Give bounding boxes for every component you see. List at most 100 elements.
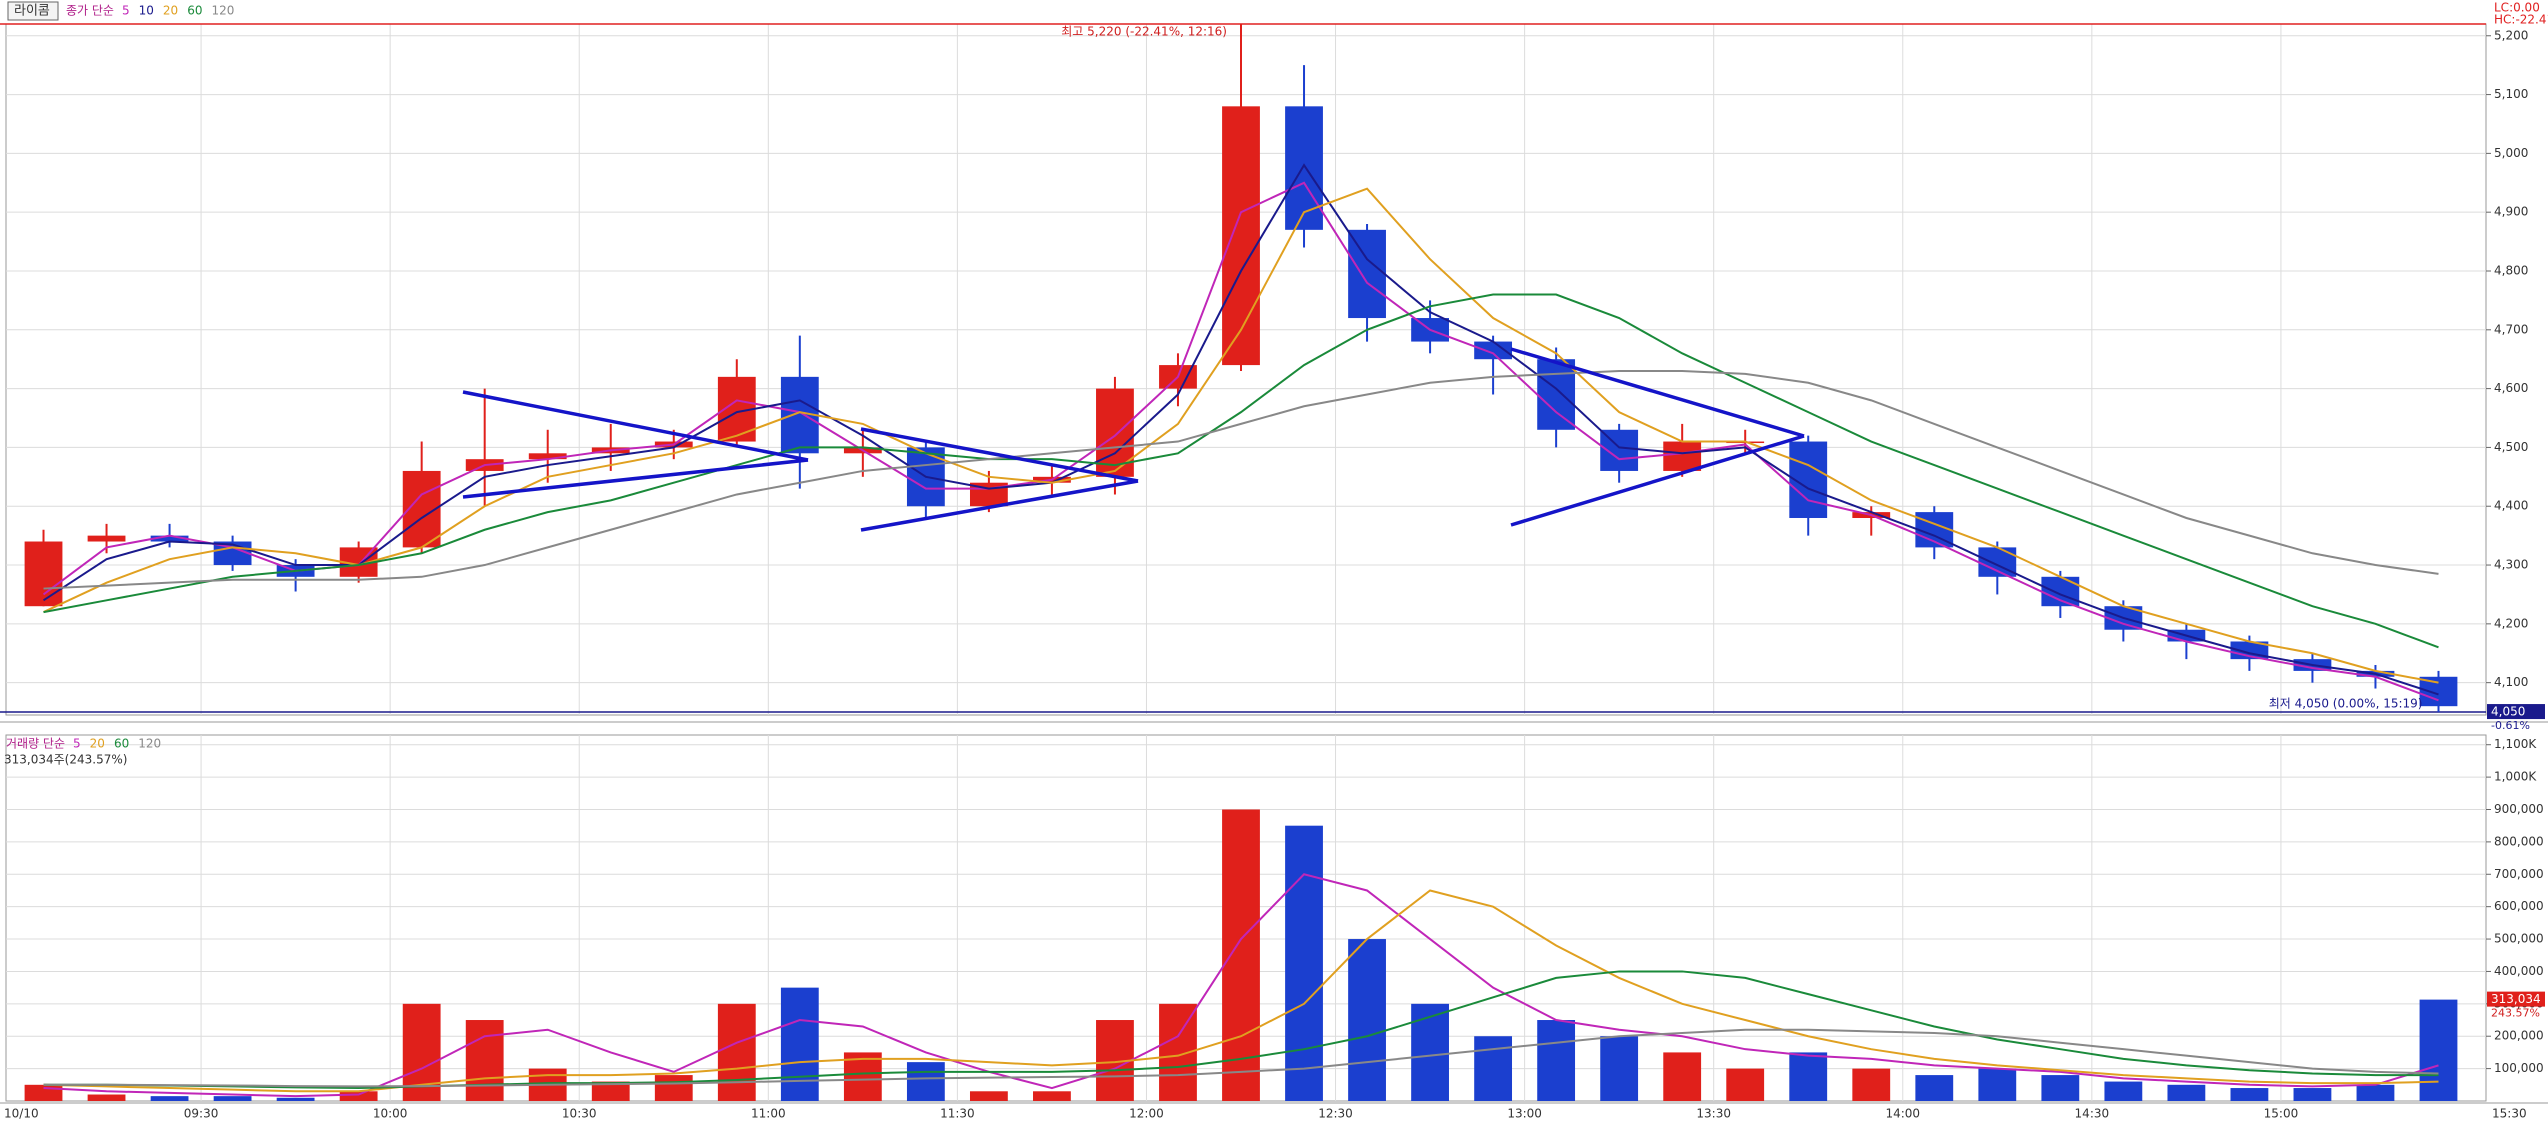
- volume-bar: [780, 987, 819, 1101]
- volume-bar: [2293, 1088, 2332, 1101]
- candle-body: [87, 535, 126, 542]
- legend-entry: 5: [73, 737, 81, 751]
- symbol[interactable]: 라이콤: [14, 4, 50, 19]
- volume-bar: [2041, 1075, 2080, 1101]
- trendline: [860, 479, 1139, 532]
- volume-bar: [1915, 1075, 1954, 1101]
- candle-body: [2041, 576, 2080, 607]
- volume-bar: [2230, 1088, 2269, 1101]
- candle-body: [1978, 547, 2017, 577]
- candle-body: [24, 541, 63, 607]
- trendline: [462, 458, 809, 499]
- moving-average-line: [43, 889, 2439, 1093]
- y-tick-label: 100,000: [2494, 1061, 2544, 1075]
- candle-body: [1474, 341, 1513, 360]
- y-tick-label: 5,200: [2494, 28, 2528, 42]
- moving-average-line: [43, 1028, 2439, 1088]
- candle-body: [1537, 359, 1576, 430]
- low-annotation: 최저 4,050 (0.00%, 15:19): [2269, 697, 2423, 711]
- y-tick-label: 600,000: [2494, 899, 2544, 913]
- moving-average-line: [42, 181, 2439, 702]
- volume-bar: [1411, 1003, 1449, 1101]
- y-tick-label: 400,000: [2494, 964, 2544, 978]
- legend-entry: 120: [211, 4, 234, 18]
- volume-bar: [24, 1084, 63, 1101]
- volume-bar: [87, 1094, 126, 1101]
- volume-bar: [150, 1096, 189, 1101]
- volume-bar: [1600, 1036, 1639, 1101]
- volume-bar: [2104, 1081, 2143, 1101]
- trendline: [1510, 347, 1805, 438]
- x-tick-label: 15:00: [2264, 1107, 2299, 1121]
- volume-bar: [1348, 939, 1386, 1101]
- y-tick-label: 1,100K: [2494, 737, 2537, 751]
- y-tick-label: 700,000: [2494, 867, 2544, 881]
- trendline: [860, 427, 1139, 483]
- volume-bar: [276, 1097, 315, 1101]
- legend-entry: 60: [187, 4, 202, 18]
- y-tick-label: 4,700: [2494, 322, 2528, 336]
- marks: [0, 23, 2486, 1101]
- legend-entry: 20: [163, 4, 178, 18]
- y-tick-label: 800,000: [2494, 834, 2544, 848]
- moving-average-line: [42, 163, 2439, 696]
- last-volume-box: [2487, 991, 2545, 1007]
- volume-bar: [1852, 1068, 1891, 1101]
- x-tick-label: 10:00: [373, 1107, 408, 1121]
- y-tick-label: 4,600: [2494, 381, 2528, 395]
- volume-bar: [591, 1081, 630, 1101]
- y-tick-label: 4,400: [2494, 499, 2528, 513]
- candle-body: [1348, 229, 1386, 319]
- moving-average-line: [43, 873, 2439, 1098]
- y-tick-label: 1,000K: [2494, 770, 2537, 784]
- legend-title: 거래량 단순: [6, 737, 65, 751]
- moving-average-line: [43, 293, 2439, 649]
- volume-bar: [213, 1096, 252, 1101]
- trendline: [1510, 434, 1805, 527]
- legend-entry: 5: [122, 4, 130, 18]
- hc-label: HC:-22.41: [2494, 13, 2548, 27]
- candle-body: [1222, 106, 1260, 366]
- symbol-box[interactable]: [7, 1, 59, 21]
- x-tick-label: 13:00: [1507, 1107, 1542, 1121]
- date-label: 10/10: [4, 1107, 39, 1121]
- last-volume-label: 313,034: [2491, 992, 2541, 1006]
- legend-entry: 20: [90, 737, 105, 751]
- volume-bar: [1222, 809, 1260, 1101]
- volume-bar: [1663, 1052, 1702, 1101]
- legend-entry: 10: [139, 4, 154, 18]
- volume-bar: [717, 1003, 756, 1101]
- y-tick-label: 5,100: [2494, 87, 2528, 101]
- x-tick-label: 12:00: [1129, 1107, 1164, 1121]
- candle-body: [1285, 106, 1323, 230]
- legend-entry: 60: [114, 737, 129, 751]
- last-volume-ratio: 243.57%: [2491, 1007, 2540, 1020]
- volume-bar: [654, 1075, 693, 1101]
- trendlines: [462, 347, 1805, 532]
- high-annotation: 최고 5,220 (-22.41%, 12:16): [1061, 25, 1227, 39]
- volume-bar: [1474, 1036, 1513, 1101]
- last-change-label: -0.61%: [2491, 719, 2530, 732]
- y-tick-label: 4,500: [2494, 440, 2528, 454]
- y-tick-label: 5,000: [2494, 146, 2528, 160]
- volume-bar: [339, 1091, 378, 1101]
- last-price-label: 4,050: [2491, 705, 2525, 719]
- candle-body: [1663, 441, 1702, 471]
- volume-bar: [2356, 1084, 2395, 1101]
- volume-bar: [1789, 1052, 1828, 1101]
- y-tick-label: 4,900: [2494, 205, 2528, 219]
- volume-bar: [465, 1020, 504, 1101]
- volume-bar: [1726, 1068, 1765, 1101]
- y-tick-label: 500,000: [2494, 932, 2544, 946]
- x-tick-label: 14:00: [1885, 1107, 1920, 1121]
- x-tick-label: 13:30: [1696, 1107, 1731, 1121]
- volume-bar: [1978, 1068, 2017, 1101]
- moving-average-line: [43, 369, 2439, 590]
- x-tick-label: 11:30: [940, 1107, 975, 1121]
- last-price-box: [2487, 704, 2545, 720]
- x-tick-label: 14:30: [2075, 1107, 2110, 1121]
- volume-bar: [969, 1091, 1008, 1101]
- volume-bar: [2419, 999, 2458, 1101]
